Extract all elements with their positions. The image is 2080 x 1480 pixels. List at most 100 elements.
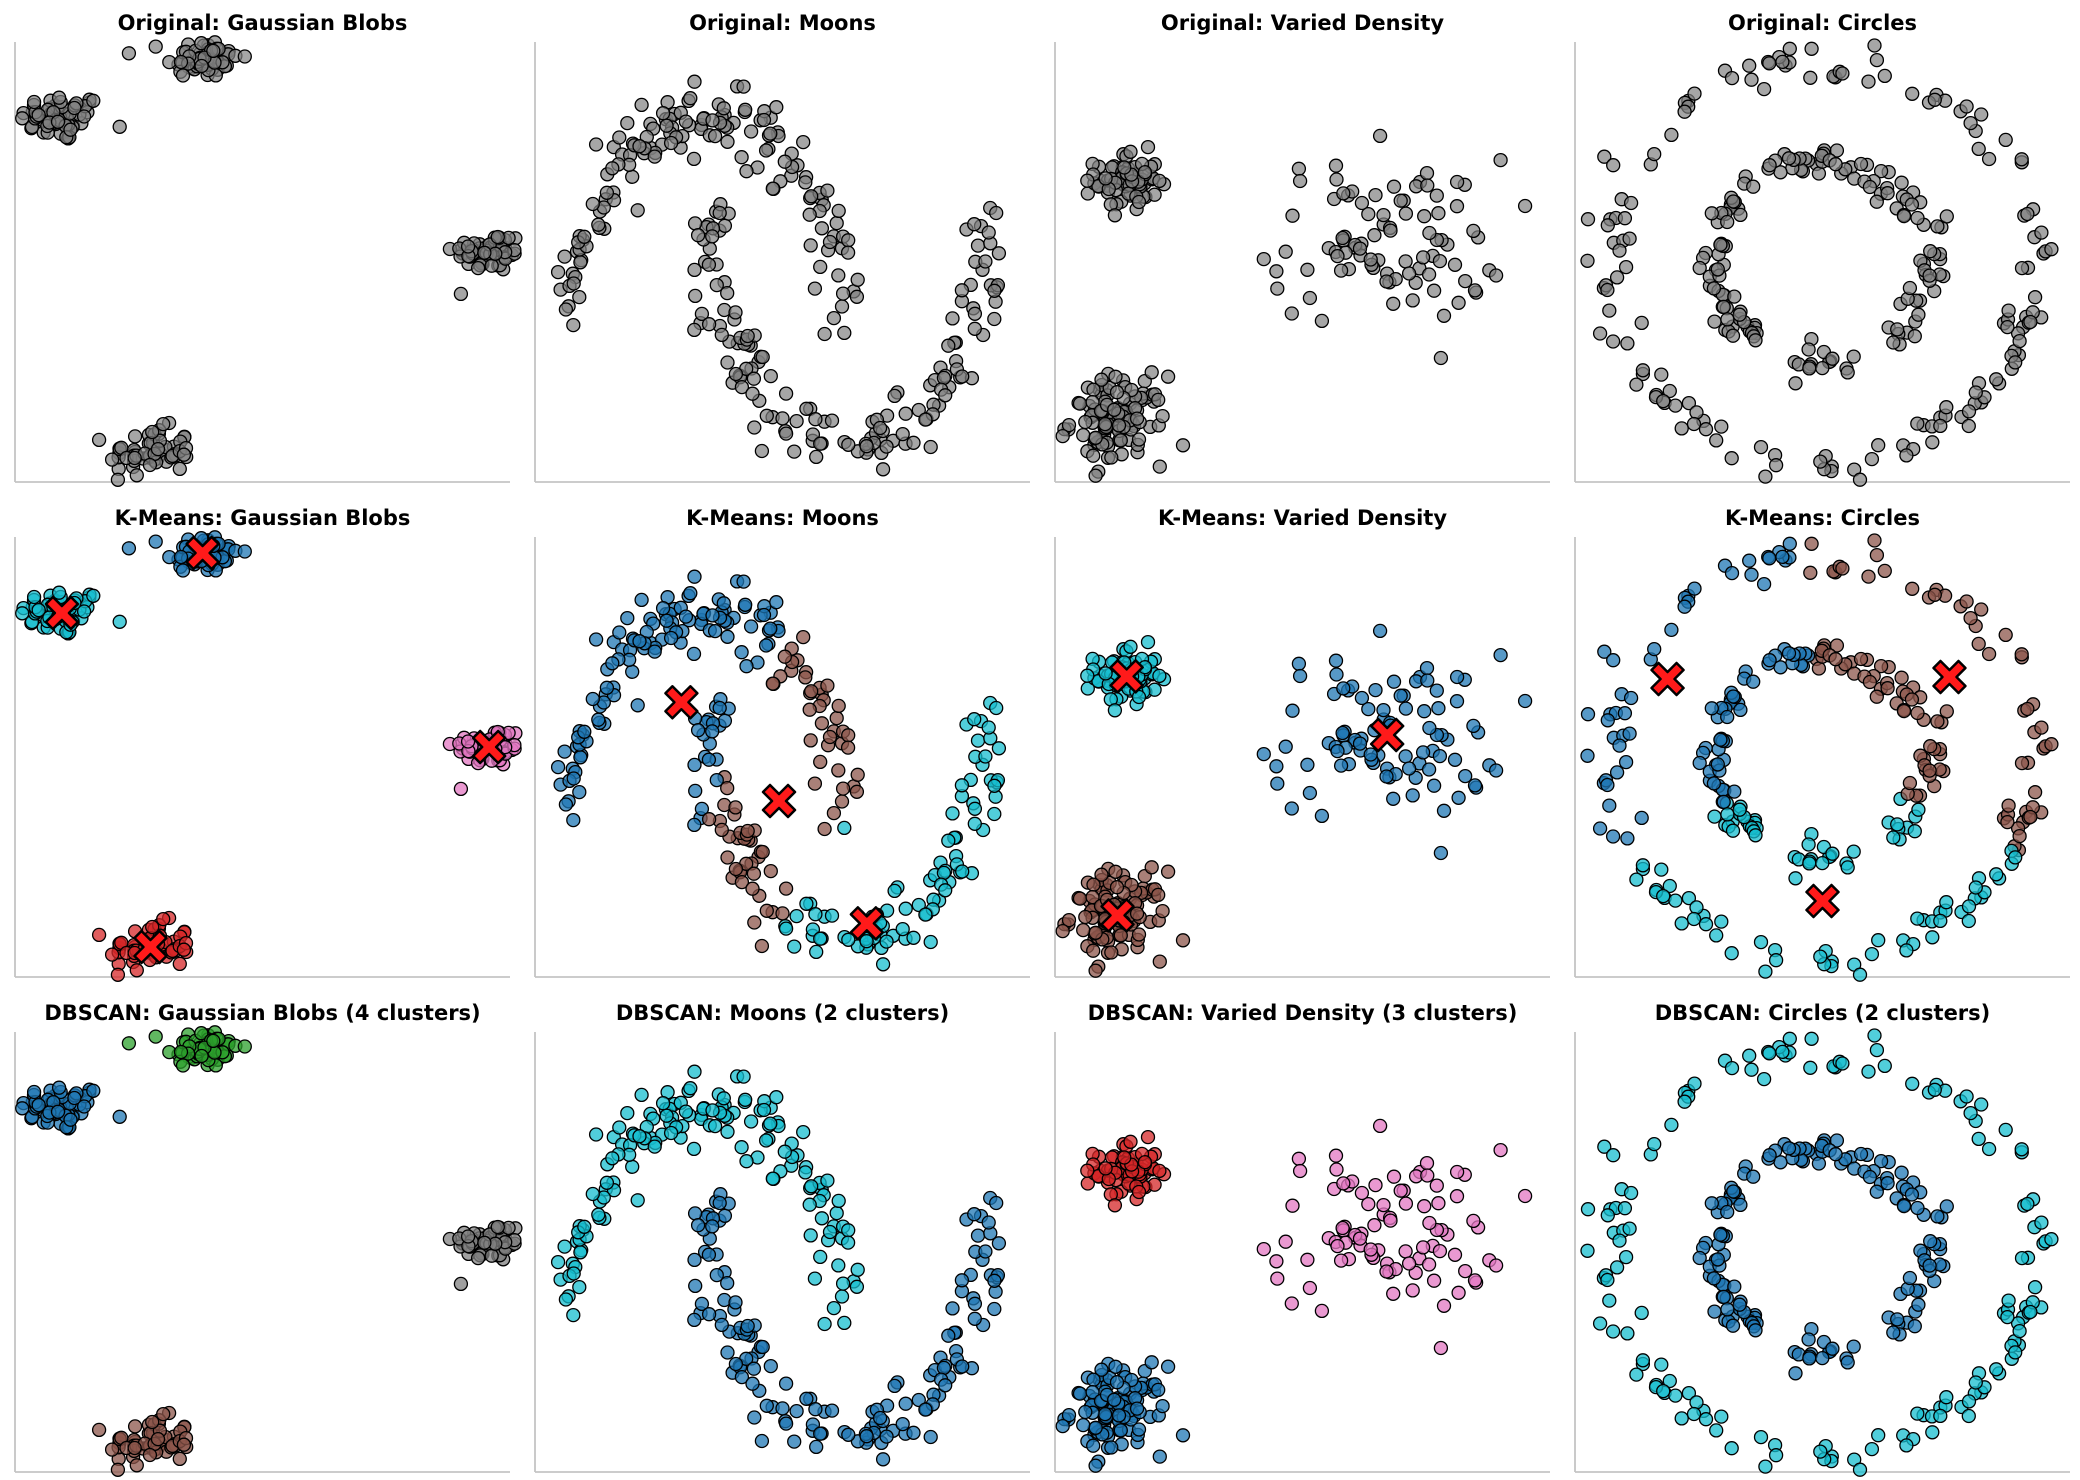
data-point — [1724, 70, 1740, 86]
data-point — [1762, 551, 1777, 566]
data-point — [1449, 694, 1465, 709]
data-point — [840, 245, 856, 260]
data-point — [1733, 702, 1748, 718]
data-point — [1801, 837, 1816, 852]
data-point — [1720, 1204, 1735, 1220]
data-point — [1709, 433, 1724, 448]
data-point — [1686, 911, 1702, 927]
data-point — [112, 1109, 127, 1124]
data-point — [1386, 674, 1402, 689]
data-point — [1753, 934, 1769, 950]
data-point — [1330, 1238, 1345, 1254]
data-point — [86, 1083, 101, 1098]
data-point — [802, 702, 817, 717]
data-point — [738, 1092, 753, 1107]
data-point — [591, 1207, 606, 1222]
data-point — [1140, 634, 1156, 650]
data-point — [1862, 674, 1878, 690]
data-point — [728, 366, 744, 382]
data-point — [1762, 56, 1777, 71]
data-point — [1431, 206, 1446, 221]
panel-title: K-Means: Varied Density — [1158, 506, 1447, 530]
data-point — [1113, 928, 1128, 943]
data-point — [1405, 788, 1420, 803]
data-point — [813, 436, 828, 451]
data-point — [1629, 377, 1644, 392]
data-point — [647, 644, 662, 659]
data-point — [1811, 166, 1827, 181]
data-point — [987, 778, 1002, 793]
data-point — [1160, 864, 1176, 879]
data-point — [1617, 211, 1633, 226]
data-point — [1803, 1060, 1818, 1075]
panel-original-moons: Original: Moons — [534, 11, 1030, 483]
panel-title: DBSCAN: Gaussian Blobs (4 clusters) — [44, 1001, 480, 1025]
data-point — [1775, 1044, 1790, 1060]
data-point — [1398, 749, 1413, 764]
data-point — [634, 592, 649, 608]
data-point — [1668, 893, 1683, 908]
data-point — [716, 1091, 731, 1106]
data-point — [605, 1151, 620, 1166]
data-point — [1129, 906, 1145, 921]
data-point — [1151, 392, 1166, 408]
data-point — [758, 1133, 774, 1148]
data-point — [1420, 178, 1435, 193]
data-point — [967, 801, 983, 816]
data-point — [1333, 263, 1349, 278]
data-point — [76, 1099, 92, 1114]
data-point — [632, 139, 647, 154]
data-point — [875, 462, 891, 477]
data-point — [799, 1391, 814, 1406]
data-point — [1086, 877, 1101, 892]
data-point — [728, 800, 743, 815]
data-point — [86, 588, 101, 603]
data-point — [1386, 791, 1401, 806]
data-point — [1813, 1444, 1828, 1459]
data-point — [1840, 365, 1855, 380]
data-point — [759, 903, 774, 918]
data-point — [712, 1195, 727, 1211]
data-point — [763, 1116, 778, 1131]
data-point — [747, 420, 762, 435]
data-point — [1894, 670, 1909, 685]
data-point — [1853, 1146, 1869, 1162]
data-point — [687, 817, 702, 833]
data-point — [1488, 1258, 1504, 1273]
data-point — [1398, 1196, 1414, 1211]
data-point — [1094, 1362, 1109, 1377]
data-point — [1623, 1185, 1639, 1201]
data-point — [1925, 435, 1940, 450]
data-point — [938, 1378, 953, 1393]
data-point — [872, 1410, 888, 1426]
data-point — [787, 939, 802, 954]
data-point — [1336, 1176, 1351, 1191]
data-point — [1449, 1189, 1465, 1204]
data-point — [879, 934, 894, 949]
data-point — [694, 306, 710, 322]
data-point — [1386, 179, 1402, 194]
data-point — [1710, 262, 1725, 277]
data-point — [1709, 1423, 1724, 1438]
data-point — [1426, 283, 1442, 298]
data-point — [1421, 1257, 1437, 1272]
data-point — [1714, 1409, 1729, 1424]
data-point — [1300, 1252, 1315, 1267]
data-point — [1606, 158, 1621, 173]
data-point — [938, 388, 953, 403]
data-point — [1674, 916, 1689, 931]
data-point — [1432, 748, 1448, 764]
data-point — [1352, 736, 1368, 751]
centroid-marker — [471, 729, 507, 765]
data-point — [1458, 1263, 1473, 1279]
data-point — [841, 728, 856, 743]
data-point — [803, 238, 818, 253]
data-point — [1592, 821, 1608, 836]
data-point — [453, 781, 469, 797]
data-point — [2020, 1196, 2035, 1212]
data-point — [1905, 86, 1920, 101]
data-point — [484, 1248, 499, 1263]
data-point — [1449, 1164, 1465, 1180]
data-point — [127, 1440, 142, 1456]
data-point — [1152, 459, 1167, 474]
